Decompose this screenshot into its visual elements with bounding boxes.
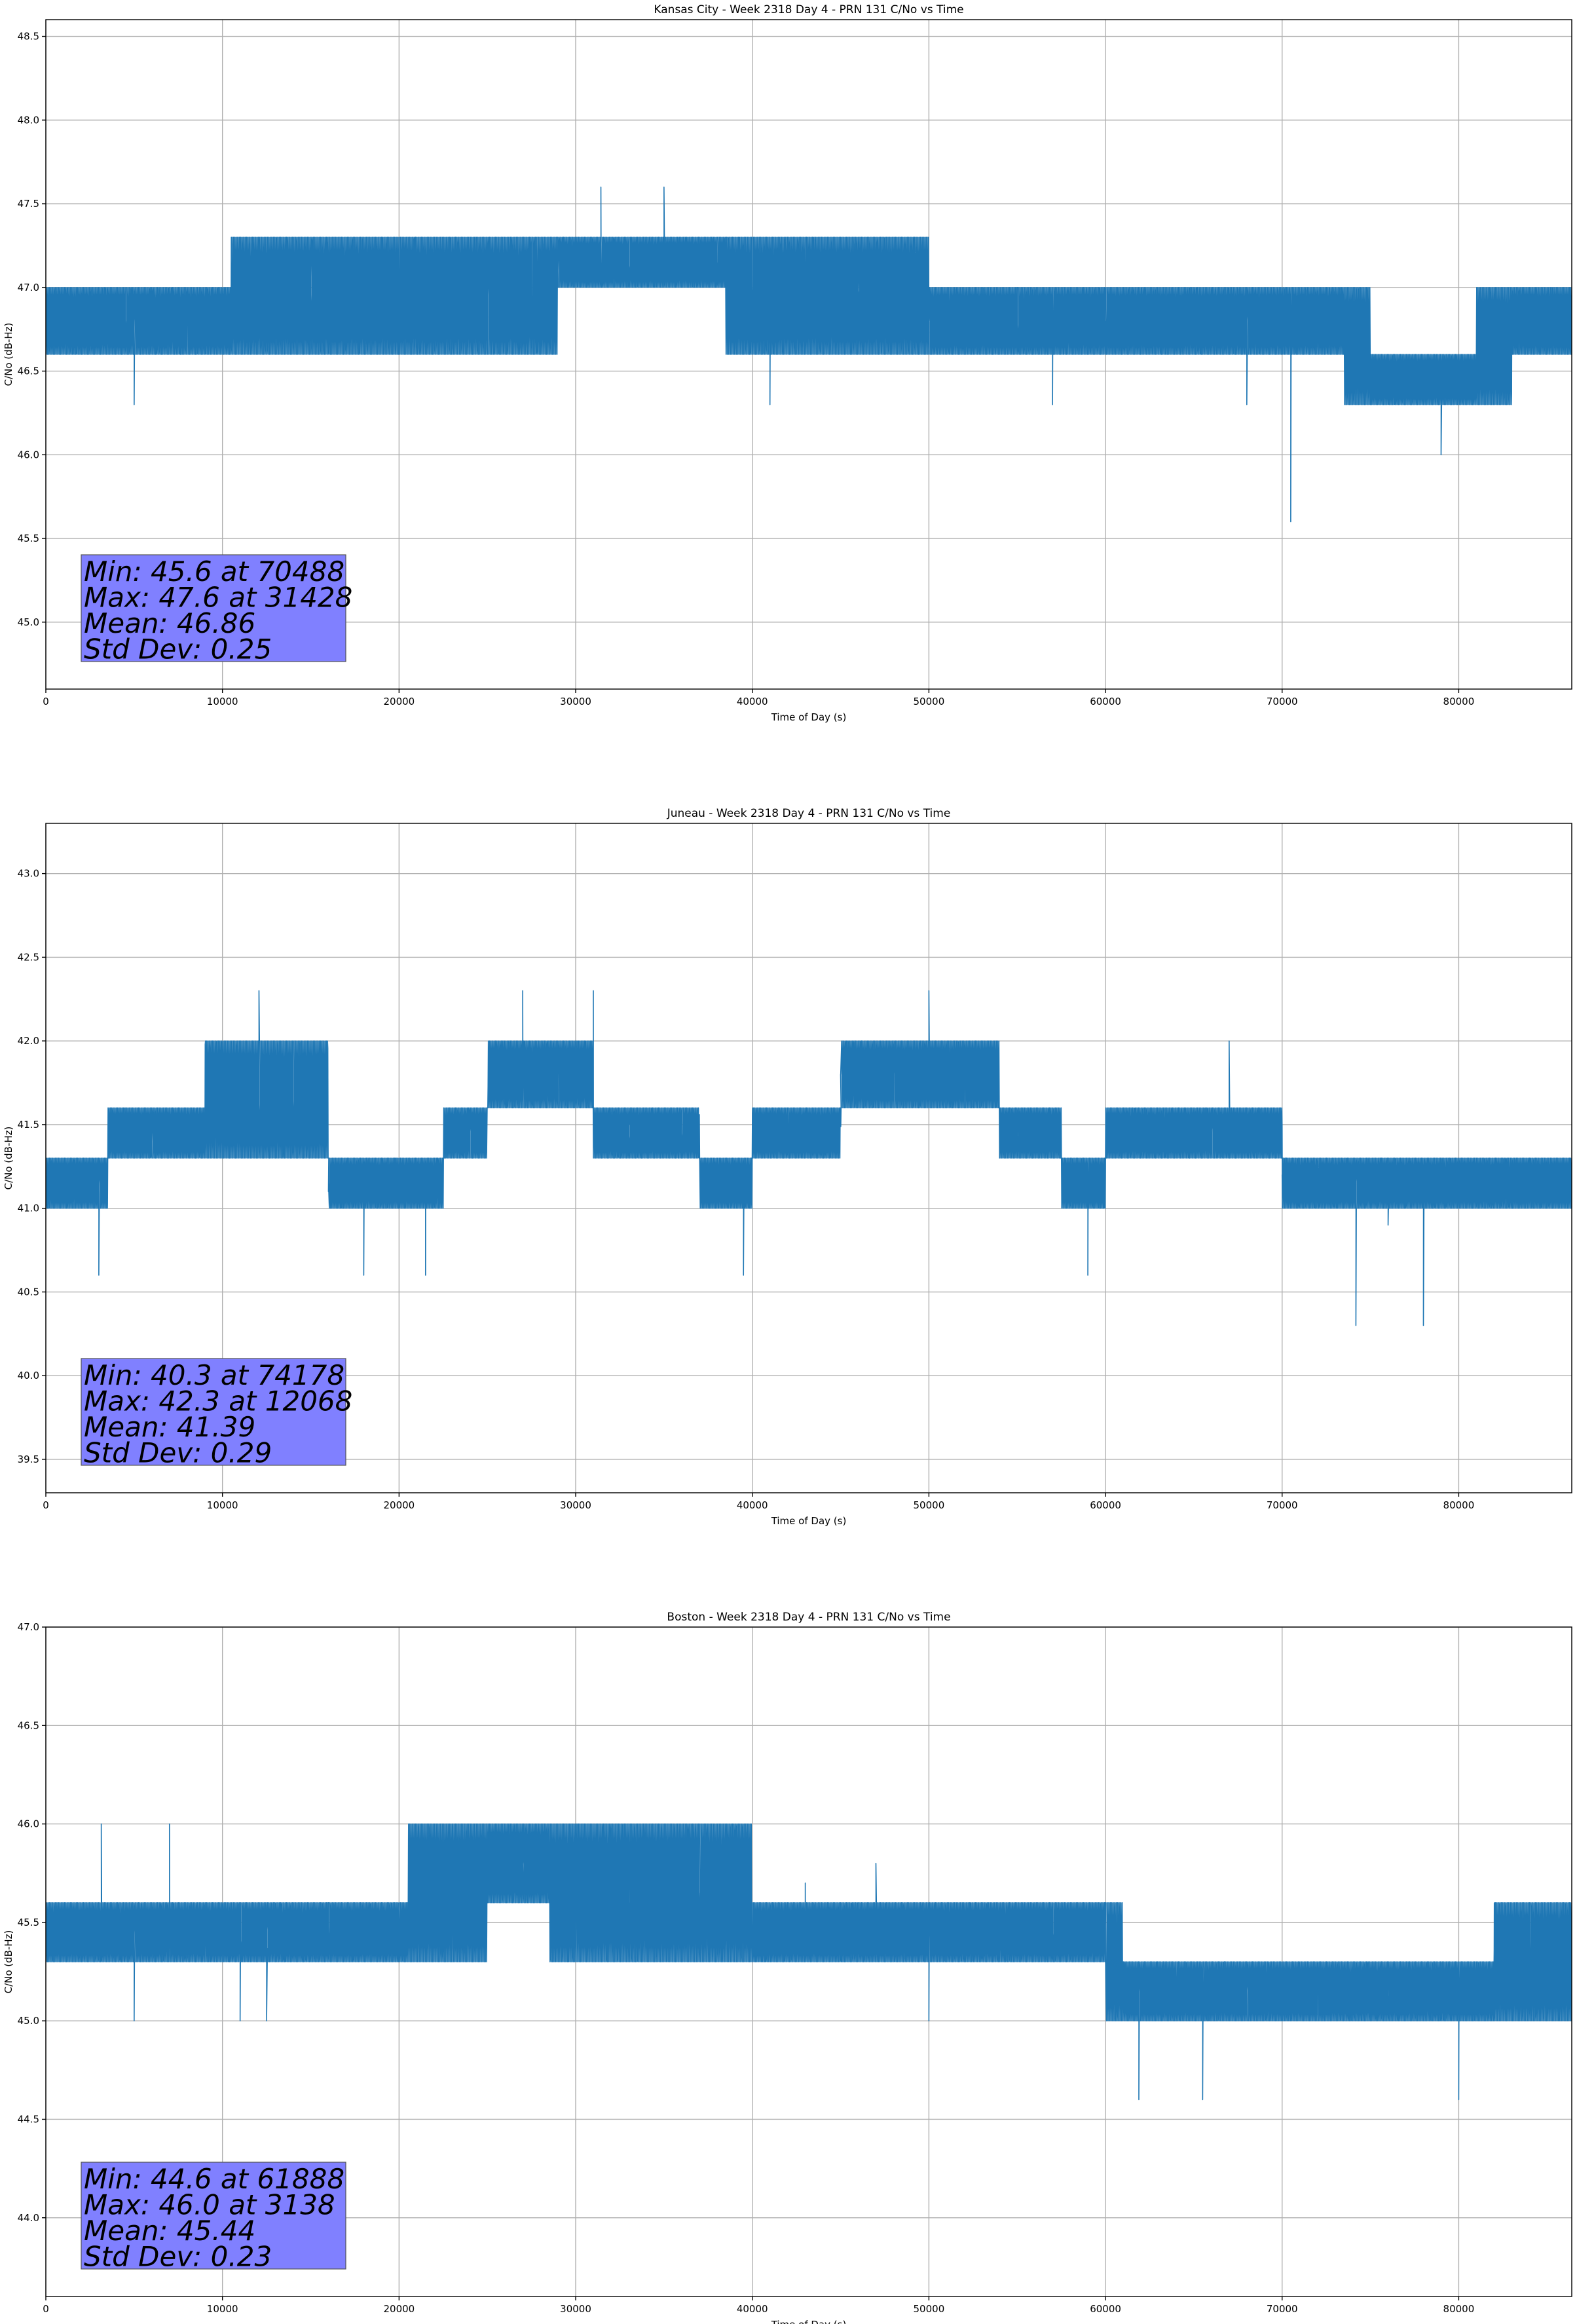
- y-tick-label: 47.0: [18, 1621, 39, 1633]
- stats-box: [81, 1358, 346, 1466]
- y-tick-label: 46.5: [18, 1719, 39, 1731]
- x-tick-label: 40000: [737, 696, 768, 707]
- y-tick-label: 45.5: [18, 1917, 39, 1928]
- stats-max-text: Max: 46.0 at 3138: [84, 2189, 335, 2221]
- x-tick-label: 20000: [383, 1499, 415, 1511]
- stats-min-text: Min: 40.3 at 74178: [84, 1359, 344, 1391]
- axes-frame: [45, 823, 1572, 1493]
- x-tick-label: 70000: [1267, 1499, 1298, 1511]
- x-tick-label: 0: [43, 2303, 49, 2315]
- x-tick-label: 80000: [1443, 1499, 1475, 1511]
- y-tick-label: 46.0: [18, 1818, 39, 1830]
- x-tick-label: 40000: [737, 2303, 768, 2315]
- x-tick-label: 30000: [560, 2303, 591, 2315]
- chart-panel: 0 10000 20000 30000 40000 50000 60000 70000 8000…: [3, 807, 1572, 1527]
- chart-title: Kansas City - Week 2318 Day 4 - PRN 131 …: [654, 3, 963, 16]
- axes-frame: [45, 19, 1572, 690]
- x-tick-label: 0: [43, 696, 49, 707]
- x-tick-label: 10000: [207, 696, 238, 707]
- y-tick-label: 45.0: [18, 2015, 39, 2027]
- y-tick-label: 40.0: [18, 1370, 39, 1381]
- x-tick-label: 60000: [1090, 1499, 1121, 1511]
- stats-max-text: Max: 42.3 at 12068: [84, 1385, 352, 1417]
- x-tick-label: 20000: [383, 2303, 415, 2315]
- y-tick-label: 45.0: [18, 616, 39, 628]
- cno-series-line: [46, 186, 1572, 523]
- chart-title: Juneau - Week 2318 Day 4 - PRN 131 C/No …: [667, 807, 951, 820]
- x-tick-label: 80000: [1443, 696, 1475, 707]
- y-tick-label: 41.0: [18, 1203, 39, 1214]
- x-tick-label: 20000: [383, 696, 415, 707]
- stats-mean-text: Mean: 45.44: [84, 2215, 255, 2247]
- x-tick-label: 50000: [914, 1499, 945, 1511]
- x-axis-label: Time of Day (s): [771, 1515, 847, 1527]
- stats-std-text: Std Dev: 0.25: [84, 633, 272, 665]
- y-tick-label: 46.0: [18, 449, 39, 460]
- x-tick-label: 60000: [1090, 696, 1121, 707]
- x-tick-label: 30000: [560, 1499, 591, 1511]
- cno-series-line: [46, 990, 1572, 1326]
- stats-mean-text: Mean: 41.39: [84, 1411, 255, 1443]
- y-tick-label: 44.0: [18, 2212, 39, 2224]
- plot-area: [46, 1823, 1572, 2101]
- y-axis-label: C/No (dB-Hz): [3, 323, 14, 386]
- y-tick-label: 46.5: [18, 365, 39, 377]
- x-tick-label: 80000: [1443, 2303, 1475, 2315]
- stats-box: [81, 2162, 346, 2270]
- y-tick-label: 47.5: [18, 198, 39, 210]
- x-tick-label: 10000: [207, 2303, 238, 2315]
- cno-series-line: [46, 1823, 1572, 2101]
- plot-area: [46, 990, 1572, 1326]
- y-tick-label: 41.5: [18, 1119, 39, 1131]
- y-tick-label: 48.5: [18, 31, 39, 43]
- y-tick-label: 47.0: [18, 282, 39, 293]
- x-axis-label: Time of Day (s): [771, 711, 847, 723]
- stats-max-text: Max: 47.6 at 31428: [84, 582, 352, 614]
- x-tick-label: 30000: [560, 696, 591, 707]
- chart-panel: 0 10000 20000 30000 40000 50000 60000 70000 8000…: [3, 3, 1572, 723]
- y-tick-label: 40.5: [18, 1286, 39, 1298]
- x-tick-label: 70000: [1267, 2303, 1298, 2315]
- stats-mean-text: Mean: 46.86: [84, 607, 255, 639]
- x-tick-label: 70000: [1267, 696, 1298, 707]
- y-axis-label: C/No (dB-Hz): [3, 1127, 14, 1190]
- stats-std-text: Std Dev: 0.29: [84, 1437, 272, 1469]
- y-tick-label: 42.0: [18, 1035, 39, 1047]
- x-tick-label: 50000: [914, 2303, 945, 2315]
- y-tick-label: 42.5: [18, 951, 39, 963]
- x-tick-label: 40000: [737, 1499, 768, 1511]
- x-tick-label: 10000: [207, 1499, 238, 1511]
- x-axis-label: Time of Day (s): [771, 2319, 847, 2324]
- stats-box: [81, 554, 346, 662]
- plot-area: [46, 186, 1572, 523]
- axes-frame: [45, 1626, 1572, 2297]
- y-axis-label: C/No (dB-Hz): [3, 1930, 14, 1994]
- y-tick-label: 44.5: [18, 2113, 39, 2125]
- stats-std-text: Std Dev: 0.23: [84, 2241, 272, 2273]
- stats-min-text: Min: 44.6 at 61888: [84, 2163, 344, 2195]
- chart-panel: 0 10000 20000 30000 40000 50000 60000 70000 8000…: [3, 1611, 1572, 2324]
- stats-min-text: Min: 45.6 at 70488: [84, 555, 344, 588]
- x-tick-label: 50000: [914, 696, 945, 707]
- y-tick-label: 39.5: [18, 1453, 39, 1465]
- chart-title: Boston - Week 2318 Day 4 - PRN 131 C/No …: [667, 1611, 950, 1624]
- y-tick-label: 45.5: [18, 533, 39, 544]
- y-tick-label: 48.0: [18, 114, 39, 126]
- x-tick-label: 0: [43, 1499, 49, 1511]
- y-tick-label: 43.0: [18, 868, 39, 880]
- x-tick-label: 60000: [1090, 2303, 1121, 2315]
